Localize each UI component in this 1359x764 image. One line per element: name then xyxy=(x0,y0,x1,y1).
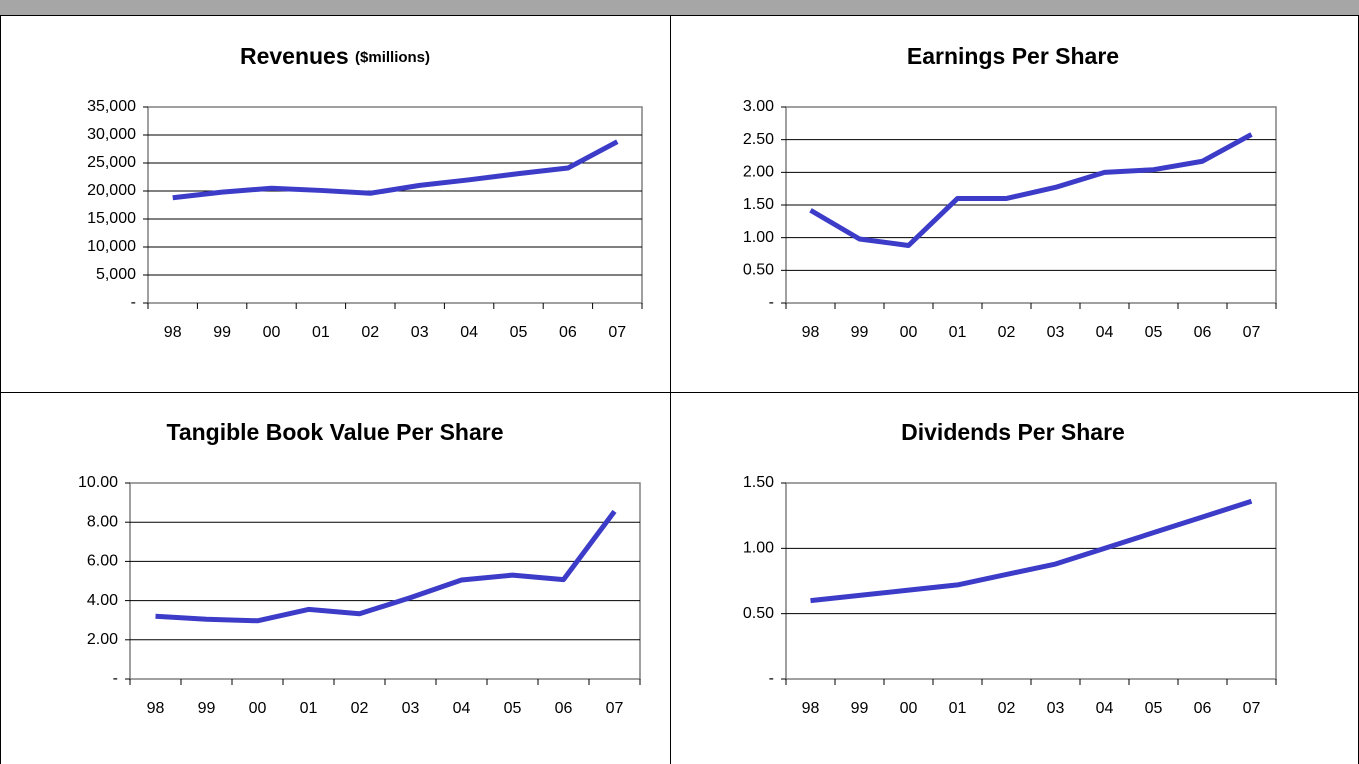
x-tick-label: 07 xyxy=(606,700,624,717)
data-line xyxy=(810,498,1253,604)
y-tick-label: 30,000 xyxy=(87,126,136,143)
x-tick-label: 99 xyxy=(198,700,216,717)
x-tick-label: 05 xyxy=(510,324,528,341)
y-tick-label: 1.00 xyxy=(743,540,774,557)
x-tick-label: 00 xyxy=(249,700,267,717)
x-tick-label: 05 xyxy=(504,700,522,717)
y-tick-label: 35,000 xyxy=(87,98,136,115)
y-tick-label: 1.50 xyxy=(743,474,774,491)
y-tick-label: 2.00 xyxy=(87,631,118,648)
x-tick-label: 03 xyxy=(411,324,429,341)
x-tick-label: 07 xyxy=(1243,700,1261,717)
chart-title-text: Earnings Per Share xyxy=(907,43,1119,69)
top-bar xyxy=(0,0,1359,15)
y-tick-label: 5,000 xyxy=(96,266,136,283)
x-tick-label: 00 xyxy=(263,324,281,341)
x-tick-label: 99 xyxy=(213,324,231,341)
frame xyxy=(0,15,1359,764)
plot-area xyxy=(785,482,1277,680)
x-tick-label: 06 xyxy=(1194,324,1212,341)
y-tick-label: 20,000 xyxy=(87,182,136,199)
y-tick-label: 2.00 xyxy=(743,164,774,181)
data-line xyxy=(155,509,617,624)
x-tick-label: 06 xyxy=(555,700,573,717)
y-tick-label: - xyxy=(769,294,774,311)
x-tick-label: 98 xyxy=(802,324,820,341)
x-tick-label: 04 xyxy=(460,324,478,341)
y-tick-label: 0.50 xyxy=(743,262,774,279)
x-tick-label: 05 xyxy=(1145,700,1163,717)
y-tick-label: 0.50 xyxy=(743,605,774,622)
y-tick-label: 1.50 xyxy=(743,196,774,213)
x-tick-label: 06 xyxy=(1194,700,1212,717)
x-tick-label: 03 xyxy=(1047,324,1065,341)
x-tick-label: 03 xyxy=(402,700,420,717)
x-tick-label: 06 xyxy=(559,324,577,341)
x-tick-label: 00 xyxy=(900,324,918,341)
chart-title: Tangible Book Value Per Share xyxy=(166,419,503,445)
y-tick-label: - xyxy=(113,670,118,687)
chart-subtitle: ($millions) xyxy=(355,49,430,66)
x-tick-label: 01 xyxy=(949,324,967,341)
x-tick-label: 02 xyxy=(361,324,379,341)
x-tick-label: 00 xyxy=(900,700,918,717)
chart-title-text: Dividends Per Share xyxy=(901,419,1125,445)
x-tick-label: 01 xyxy=(312,324,330,341)
x-tick-label: 04 xyxy=(453,700,471,717)
x-tick-label: 02 xyxy=(998,700,1016,717)
x-tick-label: 04 xyxy=(1096,324,1114,341)
x-tick-label: 05 xyxy=(1145,324,1163,341)
y-tick-label: 8.00 xyxy=(87,513,118,530)
x-tick-label: 07 xyxy=(608,324,626,341)
y-tick-label: 25,000 xyxy=(87,154,136,171)
x-tick-label: 99 xyxy=(851,324,869,341)
x-tick-label: 01 xyxy=(300,700,318,717)
y-tick-label: 4.00 xyxy=(87,592,118,609)
chart-title: Revenues ($millions) xyxy=(240,43,430,69)
y-tick-label: 2.50 xyxy=(743,131,774,148)
y-tick-label: 3.00 xyxy=(743,98,774,115)
y-tick-label: 6.00 xyxy=(87,553,118,570)
x-tick-label: 98 xyxy=(164,324,182,341)
x-tick-label: 99 xyxy=(851,700,869,717)
x-tick-label: 03 xyxy=(1047,700,1065,717)
data-line xyxy=(172,139,619,201)
chart-title: Earnings Per Share xyxy=(907,43,1119,69)
y-tick-label: 10,000 xyxy=(87,238,136,255)
x-tick-label: 02 xyxy=(998,324,1016,341)
x-tick-label: 98 xyxy=(147,700,165,717)
x-tick-label: 98 xyxy=(802,700,820,717)
y-tick-label: - xyxy=(769,670,774,687)
y-tick-label: 10.00 xyxy=(78,474,118,491)
chart-title-text: Tangible Book Value Per Share xyxy=(166,419,503,445)
y-tick-label: 1.00 xyxy=(743,229,774,246)
x-tick-label: 04 xyxy=(1096,700,1114,717)
x-tick-label: 02 xyxy=(351,700,369,717)
y-tick-label: 15,000 xyxy=(87,210,136,227)
y-tick-label: - xyxy=(131,294,136,311)
chart-title-text: Revenues xyxy=(240,43,349,69)
chart-title: Dividends Per Share xyxy=(901,419,1125,445)
x-tick-label: 01 xyxy=(949,700,967,717)
plot-area xyxy=(147,106,643,304)
data-line xyxy=(809,132,1253,249)
x-tick-label: 07 xyxy=(1243,324,1261,341)
